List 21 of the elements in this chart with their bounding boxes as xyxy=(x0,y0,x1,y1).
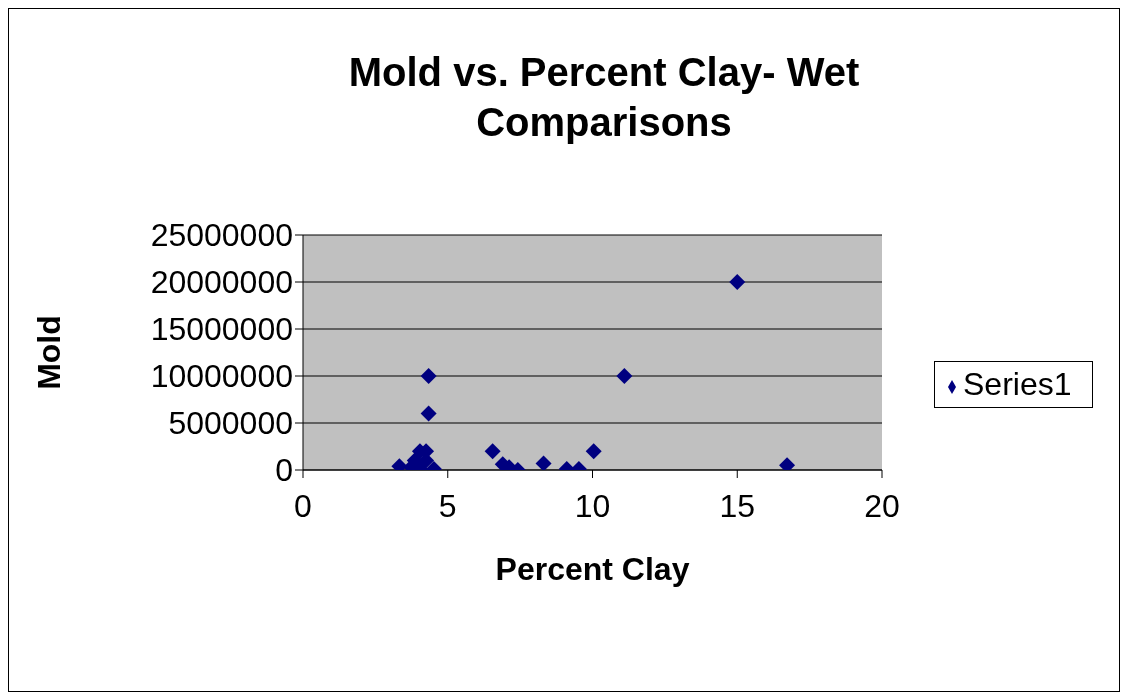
point xyxy=(420,405,437,422)
y-tick-label: 10000000 xyxy=(150,358,293,395)
y-axis-title: Mold xyxy=(31,315,68,390)
x-tick-label: 20 xyxy=(864,487,900,524)
point xyxy=(420,368,437,384)
x-tick-label: 10 xyxy=(574,487,611,524)
legend-label: Series1 xyxy=(963,366,1072,402)
point xyxy=(616,368,633,384)
x-axis-title: Percent Clay xyxy=(495,551,690,587)
chart-title: Mold vs. Percent Clay- Wet Comparisons xyxy=(347,49,861,146)
y-tick-label: 15000000 xyxy=(150,311,293,348)
point xyxy=(535,455,552,470)
point xyxy=(729,274,746,290)
y-tick-label: 5000000 xyxy=(168,405,293,442)
point xyxy=(585,443,602,460)
point xyxy=(484,443,501,460)
x-tick-label: 15 xyxy=(719,487,756,524)
y-tick-label: 20000000 xyxy=(150,264,293,301)
y-tick-label: 0 xyxy=(275,452,293,489)
y-tick-label: 25000000 xyxy=(150,217,293,254)
x-tick-label: 5 xyxy=(438,487,457,524)
